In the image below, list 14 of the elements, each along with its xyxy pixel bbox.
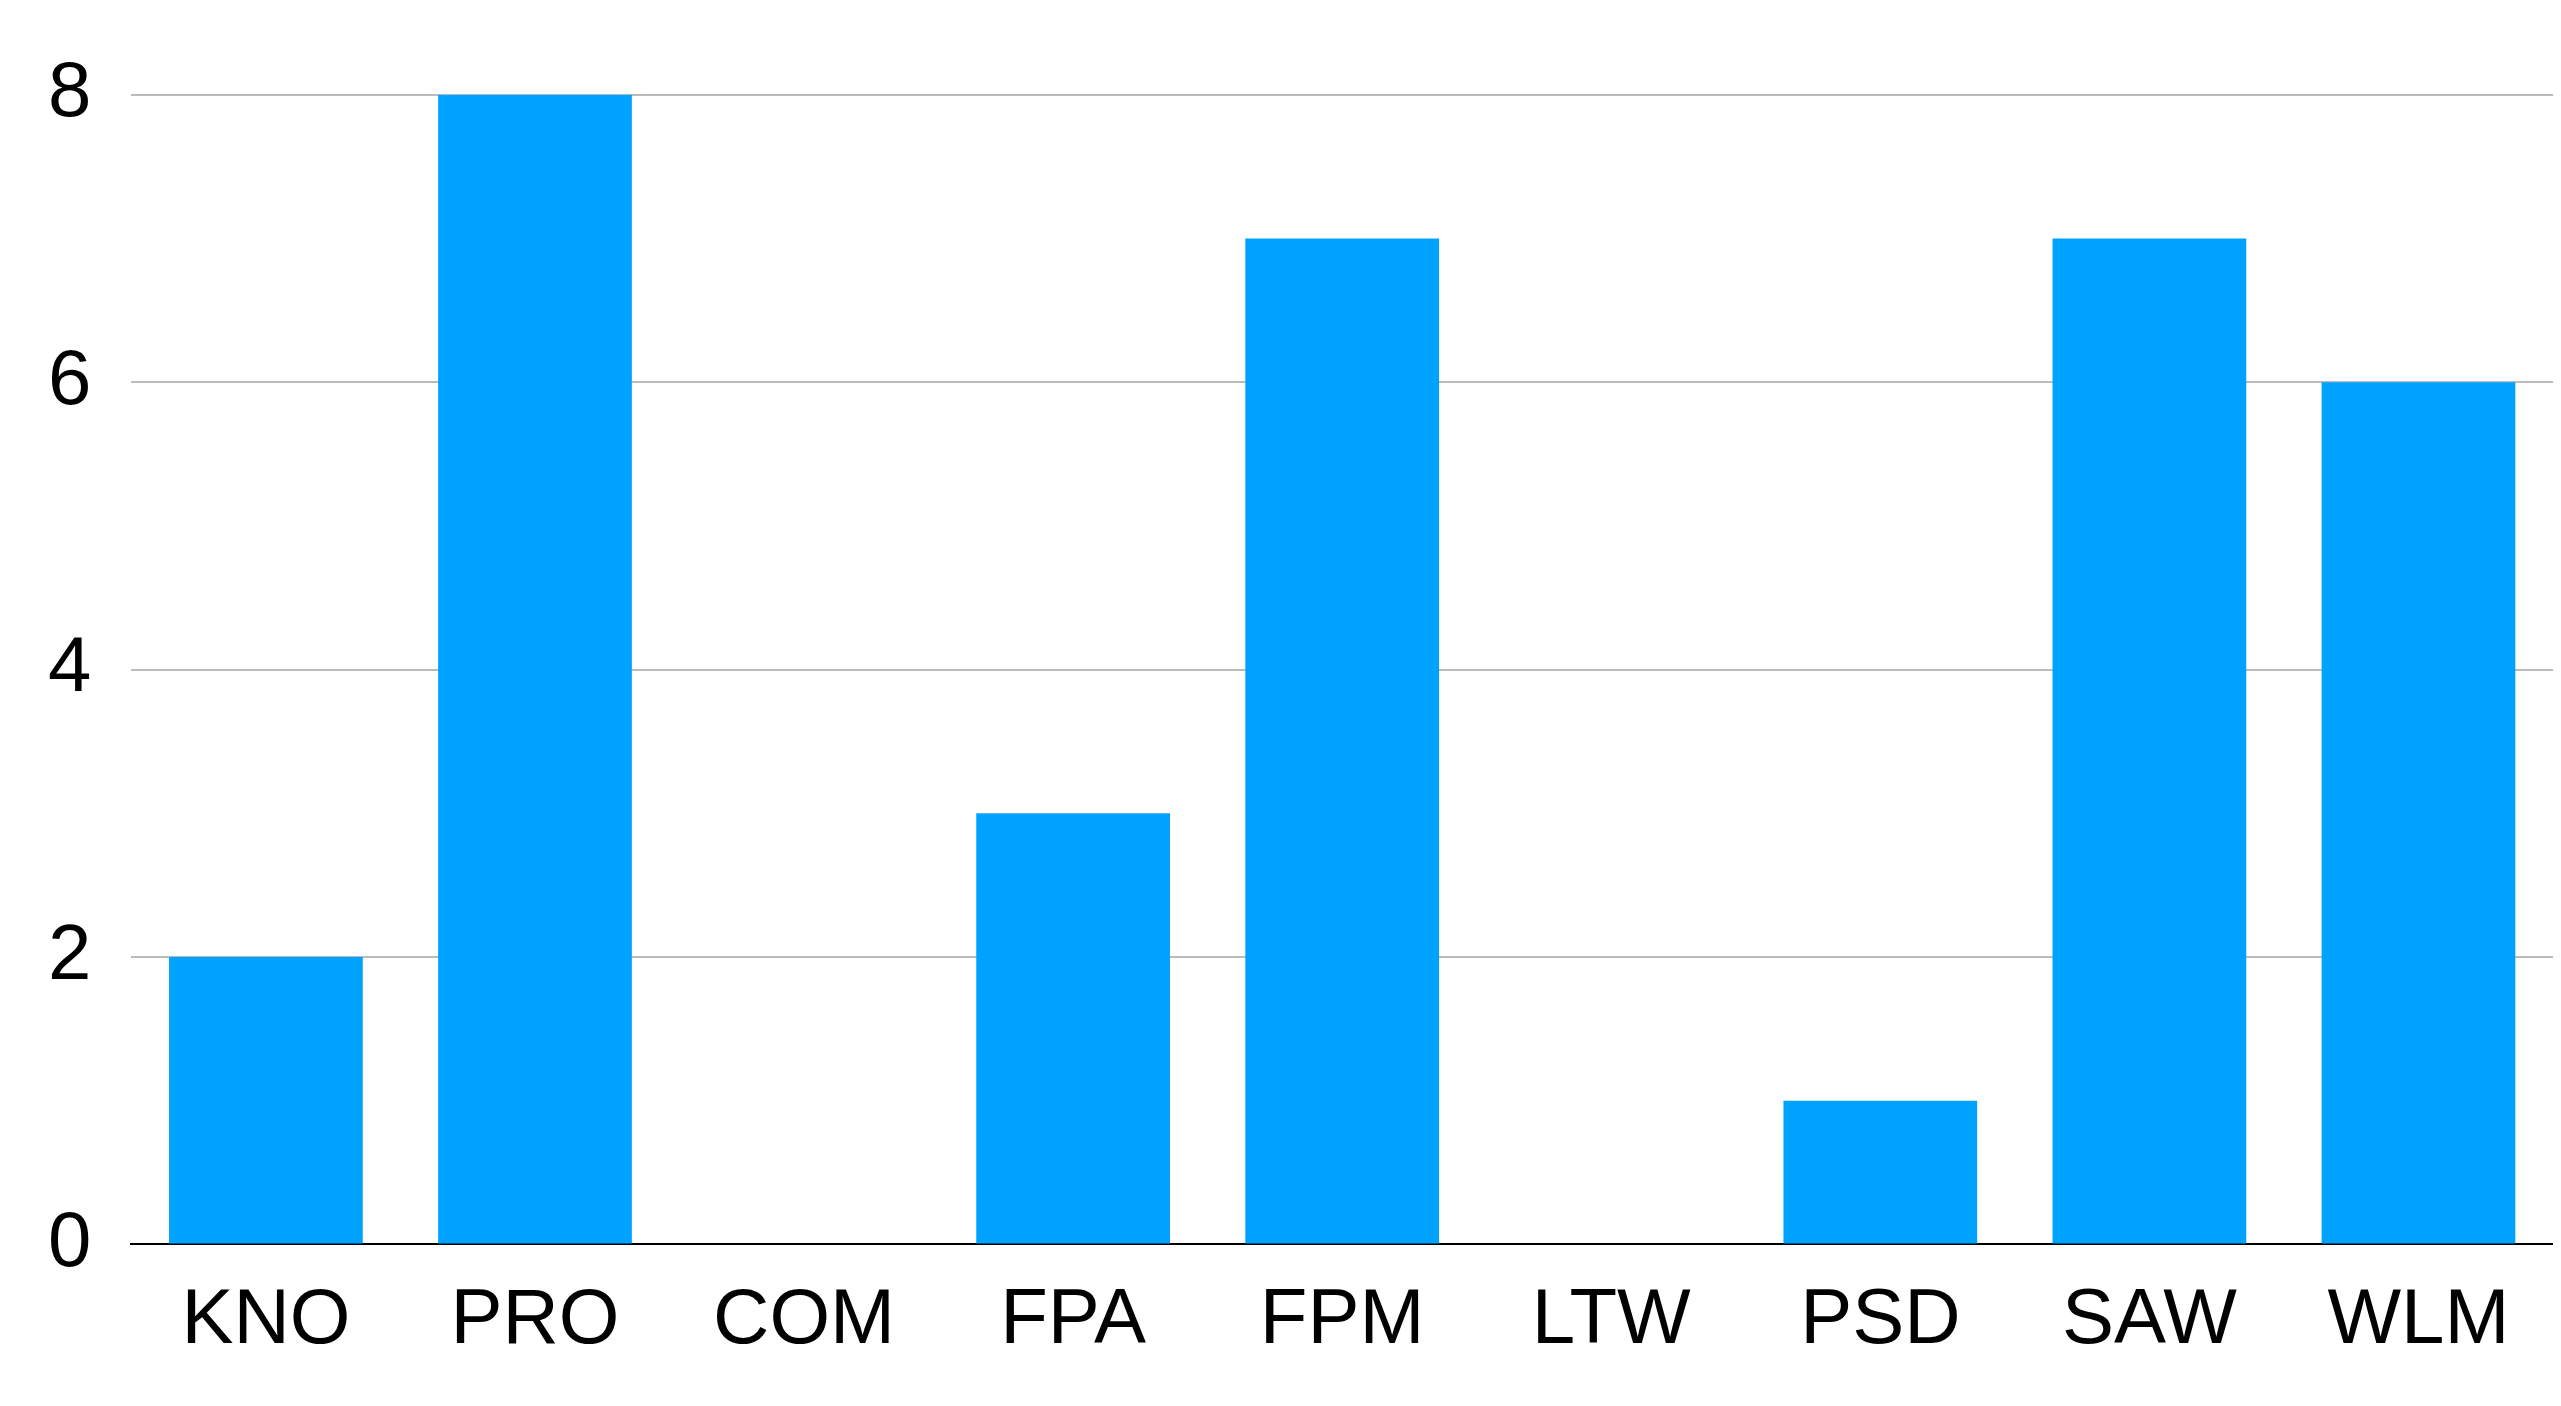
x-tick-label: FPM	[1259, 1271, 1425, 1360]
x-tick-label: PRO	[450, 1271, 620, 1360]
y-tick-label: 4	[47, 620, 92, 709]
x-tick-label: KNO	[181, 1271, 351, 1360]
y-tick-label: 6	[47, 332, 92, 421]
y-tick-label: 0	[47, 1194, 92, 1283]
x-tick-label: COM	[713, 1271, 896, 1360]
x-tick-label: WLM	[2327, 1271, 2510, 1360]
y-tick-label: 2	[47, 907, 92, 996]
x-tick-label: LTW	[1531, 1271, 1692, 1360]
x-tick-label: PSD	[1800, 1271, 1961, 1360]
x-tick-label: FPA	[1000, 1271, 1147, 1360]
y-tick-label: 8	[47, 45, 92, 134]
x-tick-label: SAW	[2062, 1271, 2238, 1360]
